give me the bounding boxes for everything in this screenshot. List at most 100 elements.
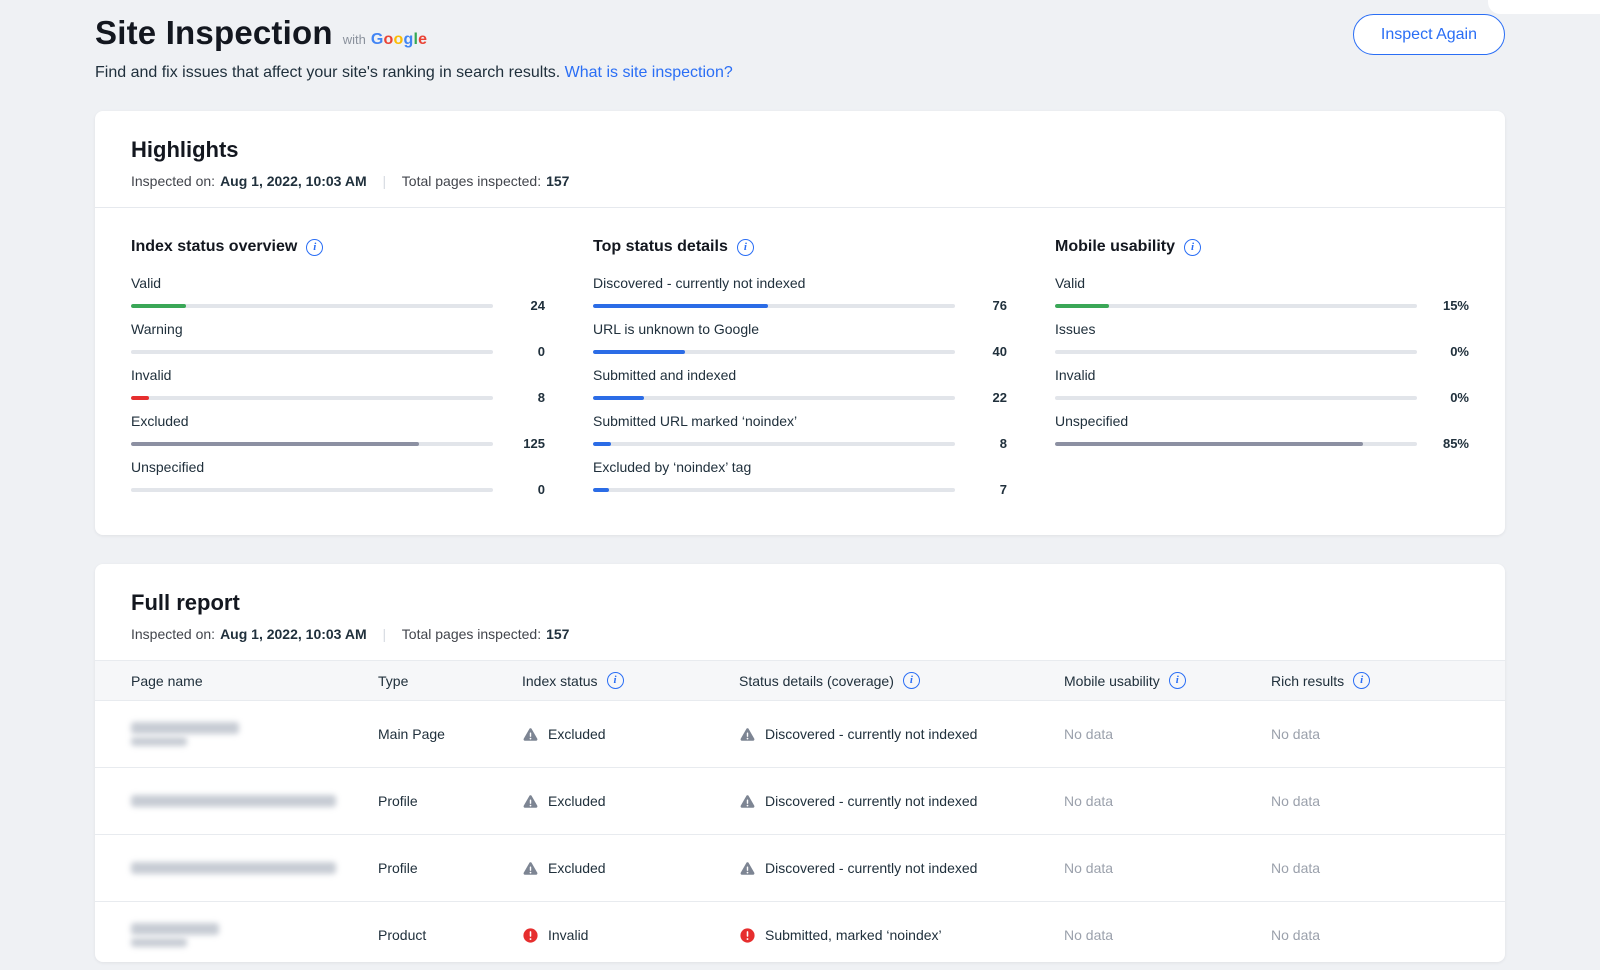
progress-track [1055,303,1417,308]
info-icon[interactable]: i [902,672,920,689]
page-name-redacted [131,859,378,877]
metric-label: Valid [1055,275,1086,291]
metric: Warning 0 [131,321,545,359]
table-row: Main Page Excluded Discovered - currently … [95,701,1505,768]
column-header-label: Rich results [1271,672,1345,689]
highlights-title: Highlights [131,137,239,162]
progress-track [593,441,955,446]
page-name-redacted [131,920,378,950]
info-icon[interactable]: i [1168,672,1186,689]
metric-bar-row: 7 [593,482,1007,497]
metric-label: Submitted URL marked ‘noindex’ [593,413,798,429]
progress-track [593,349,955,354]
error-icon [739,927,756,944]
progress-fill [131,395,150,400]
warning-icon [522,726,539,743]
subtitle-text: Find and fix issues that affect your sit… [95,64,561,81]
progress-fill [131,441,420,446]
metric-label: Submitted and indexed [593,367,737,383]
status-details: Discovered - currently not indexed [739,793,1064,810]
mobile-usability-value: No data [1064,860,1114,876]
inspected-on-label: Inspected on: [131,173,216,189]
inspected-on-value: Aug 1, 2022, 10:03 AM [220,173,367,189]
column-header: Index status i [522,672,739,689]
what-is-site-inspection-link[interactable]: What is site inspection? [564,64,733,81]
metric: Issues 0% [1055,321,1469,359]
progress-track [1055,349,1417,354]
metric: Excluded by ‘noindex’ tag 7 [593,459,1007,497]
progress-fill [593,487,610,492]
inspect-again-button[interactable]: Inspect Again [1352,14,1505,55]
highlights-header: Highlights Inspected on: Aug 1, 2022, 10:… [95,111,1505,208]
warning-icon [739,860,756,877]
index-status-label: Excluded [548,726,606,742]
progress-track [1055,395,1417,400]
metric: Valid 15% [1055,275,1469,313]
index-status-label: Excluded [548,860,606,876]
status-details-label: Discovered - currently not indexed [765,793,978,809]
metric-value: 0 [537,344,545,359]
page: Site Inspection with Google Inspect Agai… [95,0,1505,962]
google-letter: o [393,31,404,48]
metric-label: Unspecified [131,459,205,475]
title-row: Site Inspection with Google Inspect Agai… [95,14,1505,55]
metric: Submitted and indexed 22 [593,367,1007,405]
info-icon[interactable]: i [306,238,324,256]
total-pages-value: 157 [546,173,570,189]
mobile-usability-value: No data [1064,726,1114,742]
info-icon[interactable]: i [736,238,754,256]
progress-track [131,487,493,492]
table-header-row: Page name Type Index status i Status details… [95,660,1505,701]
index-status-label: Excluded [548,793,606,809]
metric: Invalid 0% [1055,367,1469,405]
total-pages-value: 157 [546,626,570,642]
meta-divider: | [382,173,387,189]
with-google-label: with Google [343,31,428,49]
metric-bar-row: 22 [593,390,1007,405]
metric-label: Issues [1055,321,1096,337]
google-letter: l [413,31,419,48]
metric-value: 22 [992,390,1007,405]
metric-label: Invalid [131,367,172,383]
metric-bar-row: 0 [131,344,545,359]
info-icon[interactable]: i [1184,238,1202,256]
status-details: Discovered - currently not indexed [739,726,1064,743]
metric-bar-row: 85% [1055,436,1469,451]
mobile-usability-value: No data [1064,927,1114,943]
index-status: Invalid [522,927,739,944]
metric-bar-row: 15% [1055,298,1469,313]
column-title: Top status details i [593,238,1007,256]
column-header: Mobile usability i [1064,672,1271,689]
cut-off-widget [1488,0,1600,14]
inspected-on-label: Inspected on: [131,626,216,642]
progress-track [593,303,955,308]
index-status-label: Invalid [548,927,589,943]
rich-results-value: No data [1271,726,1321,742]
rich-results-value: No data [1271,860,1321,876]
column-header-label: Mobile usability [1064,672,1160,689]
metric-bar-row: 8 [593,436,1007,451]
highlights-meta: Inspected on: Aug 1, 2022, 10:03 AM | Tot… [131,173,1469,189]
warning-icon [522,793,539,810]
column-header-label: Status details (coverage) [739,672,894,689]
metric-value: 8 [537,390,545,405]
progress-fill [1055,303,1110,308]
progress-track [593,395,955,400]
info-icon[interactable]: i [606,672,624,689]
progress-fill [1055,441,1363,446]
total-pages-label: Total pages inspected: [401,626,542,642]
google-letter: e [418,31,428,48]
index-status: Excluded [522,793,739,810]
table-row: Product Invalid Submitted, marked ‘noindex… [95,902,1505,962]
highlights-column-1: Index status overview i Valid 24 Warning 0 Inv… [131,238,545,505]
metric-bar-row: 0% [1055,390,1469,405]
metric-bar-row: 40 [593,344,1007,359]
info-icon[interactable]: i [1353,672,1371,689]
metric-value: 0 [537,482,545,497]
progress-track [131,303,493,308]
column-header-label: Page name [131,672,203,689]
metric-value: 8 [999,436,1007,451]
metric-bar-row: 24 [131,298,545,313]
metric: Unspecified 0 [131,459,545,497]
column-header: Type [378,673,522,689]
